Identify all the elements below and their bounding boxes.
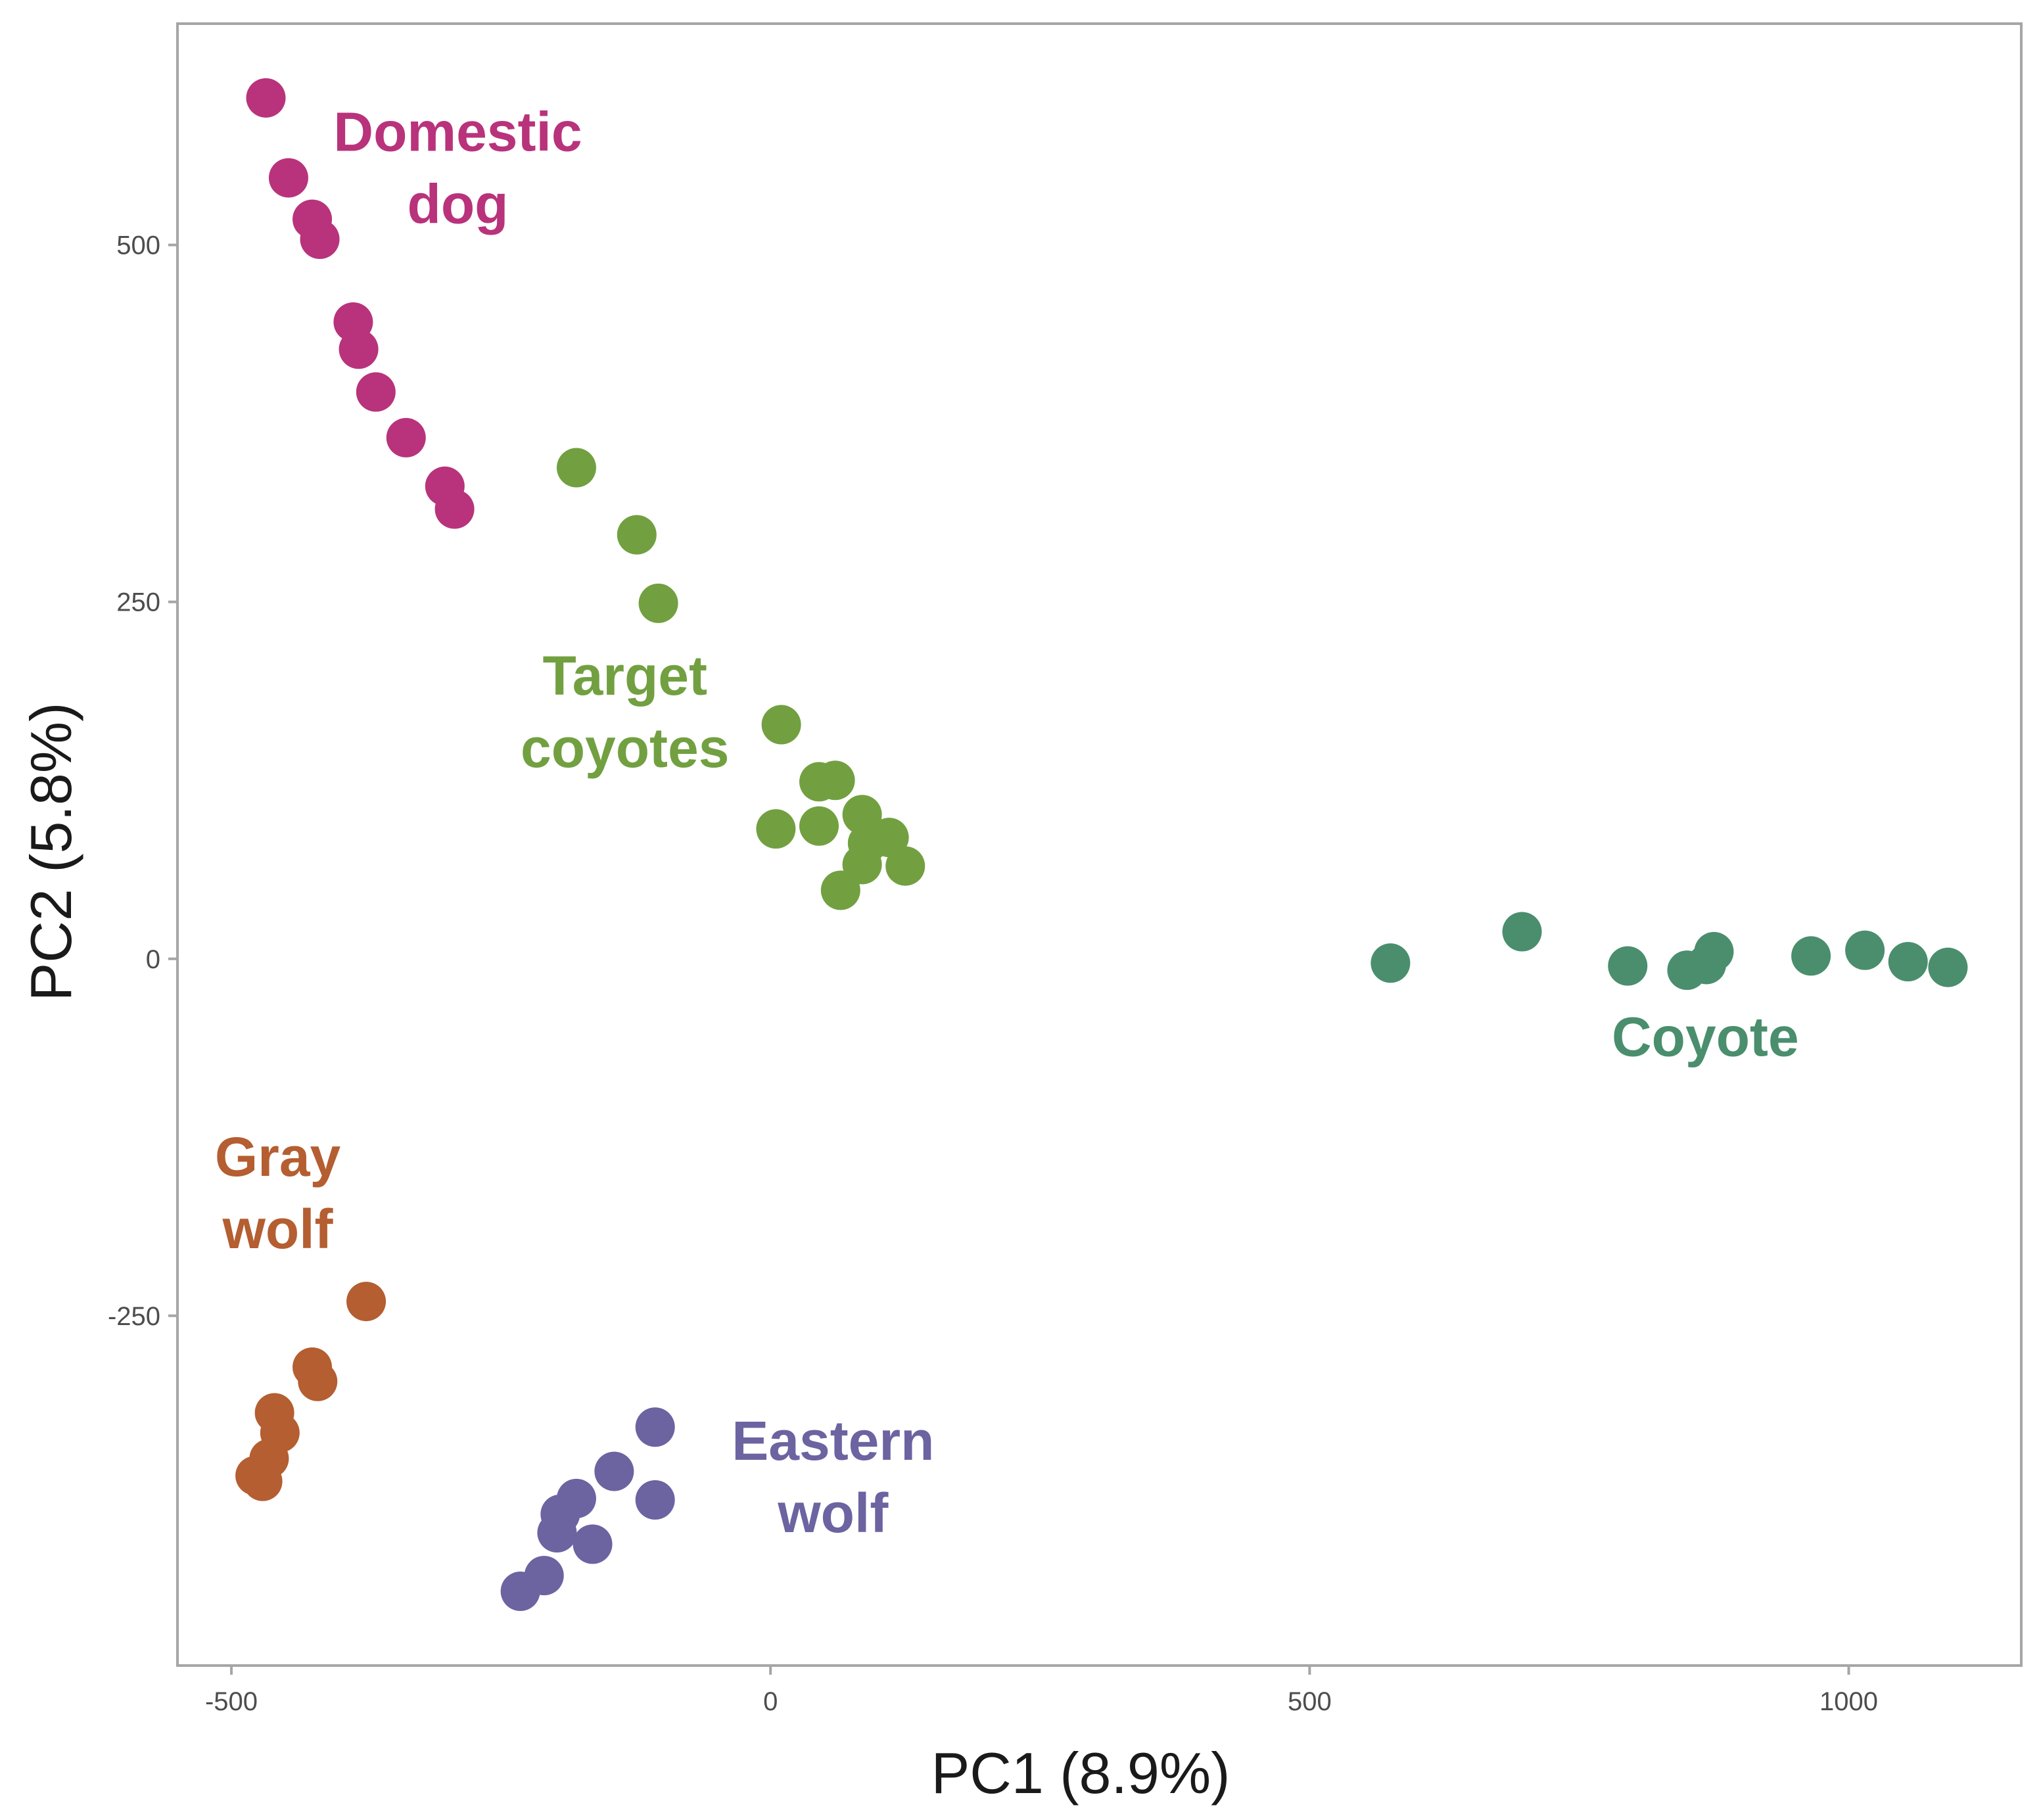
x-axis: -500 0 500 1000 xyxy=(205,1666,1878,1716)
data-point-target-coyotes xyxy=(556,448,596,488)
data-point-coyote xyxy=(1888,942,1928,982)
data-point-target-coyotes xyxy=(638,583,678,623)
data-point-coyote xyxy=(1694,931,1734,971)
data-point-target-coyotes xyxy=(799,806,839,846)
y-tick-label: 250 xyxy=(116,588,160,617)
y-tick-label: 500 xyxy=(116,231,160,260)
group-label-line: Eastern xyxy=(732,1410,934,1472)
data-point-coyote xyxy=(1791,936,1831,976)
group-label-line: Coyote xyxy=(1612,1006,1799,1067)
x-tick-label: -500 xyxy=(205,1687,258,1716)
data-point-coyote xyxy=(1608,946,1648,986)
group-label-domestic-dog: Domestic dog xyxy=(333,101,582,235)
data-point-domestic-dog xyxy=(339,329,379,369)
group-label-line: wolf xyxy=(777,1482,889,1544)
y-tick-label: 0 xyxy=(146,945,160,974)
data-point-eastern-wolf xyxy=(635,1480,675,1520)
group-label-line: Gray xyxy=(215,1126,341,1188)
data-point-coyote xyxy=(1845,930,1885,970)
data-point-target-coyotes xyxy=(869,818,909,858)
y-axis-title: PC2 (5.8%) xyxy=(18,703,83,1002)
group-label-eastern-wolf: Eastern wolf xyxy=(732,1410,934,1544)
data-point-coyote xyxy=(1928,947,1968,987)
x-tick-label: 0 xyxy=(763,1687,778,1716)
group-label-target-coyotes: Target coyotes xyxy=(521,645,729,779)
group-label-line: wolf xyxy=(222,1198,334,1260)
data-point-gray-wolf xyxy=(243,1461,283,1501)
series-coyote xyxy=(1371,912,1968,991)
group-label-line: dog xyxy=(408,173,509,235)
data-point-target-coyotes xyxy=(885,846,926,886)
data-point-target-coyotes xyxy=(756,809,796,849)
plot-panel-border xyxy=(176,22,2023,1667)
data-point-gray-wolf xyxy=(298,1361,338,1401)
data-point-eastern-wolf xyxy=(500,1572,540,1612)
data-point-gray-wolf xyxy=(346,1282,387,1322)
y-axis: -250 0 250 500 xyxy=(108,231,177,1331)
data-point-eastern-wolf xyxy=(635,1407,675,1447)
data-point-coyote xyxy=(1371,943,1411,983)
series-gray-wolf xyxy=(235,1282,387,1501)
series-eastern-wolf xyxy=(500,1407,675,1612)
data-point-eastern-wolf xyxy=(594,1451,634,1491)
data-point-target-coyotes xyxy=(820,870,860,910)
data-point-coyote xyxy=(1502,912,1542,952)
series-target-coyotes xyxy=(556,448,926,910)
data-point-domestic-dog xyxy=(268,158,308,198)
data-point-domestic-dog xyxy=(434,489,475,529)
data-point-domestic-dog xyxy=(246,78,286,118)
group-label-line: coyotes xyxy=(521,717,729,779)
data-point-target-coyotes xyxy=(815,760,855,801)
data-point-target-coyotes xyxy=(617,515,657,555)
points-layer xyxy=(235,78,1968,1612)
x-tick-label: 500 xyxy=(1288,1687,1332,1716)
data-point-domestic-dog xyxy=(386,417,426,457)
y-tick-label: -250 xyxy=(108,1302,160,1331)
data-point-target-coyotes xyxy=(761,705,801,745)
x-axis-title: PC1 (8.9%) xyxy=(931,1740,1230,1806)
group-label-line: Domestic xyxy=(333,101,582,162)
group-label-gray-wolf: Gray wolf xyxy=(215,1126,341,1260)
series-domestic-dog xyxy=(246,78,475,529)
x-tick-label: 1000 xyxy=(1819,1687,1878,1716)
data-point-domestic-dog xyxy=(356,372,396,412)
data-point-domestic-dog xyxy=(300,219,340,259)
group-label-line: Target xyxy=(543,645,707,707)
data-point-eastern-wolf xyxy=(537,1512,577,1552)
group-label-coyote: Coyote xyxy=(1612,1006,1799,1067)
data-point-eastern-wolf xyxy=(573,1524,613,1564)
